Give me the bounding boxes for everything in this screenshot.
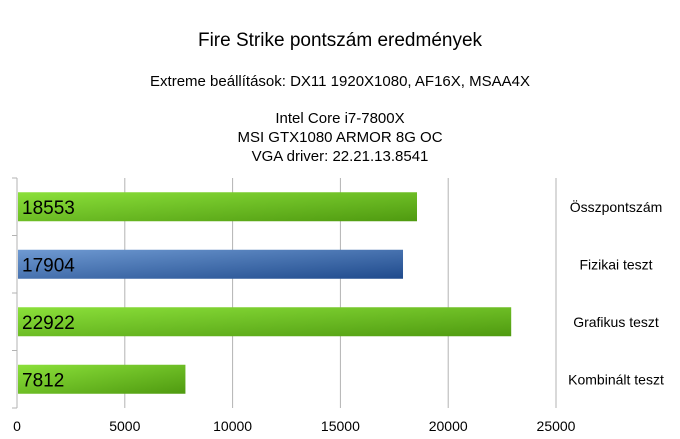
- category-label: Grafikus teszt: [573, 314, 659, 330]
- category-label: Kombinált teszt: [568, 371, 664, 387]
- info-line-gpu: MSI GTX1080 ARMOR 8G OC: [237, 129, 442, 146]
- bars: [18, 192, 512, 394]
- bar-value-label: 22922: [22, 313, 75, 334]
- info-line-cpu: Intel Core i7-7800X: [275, 110, 404, 127]
- x-axis-ticks: 0 5000 10000 15000 20000 25000: [13, 418, 576, 434]
- bar-value-label: 17904: [22, 255, 75, 276]
- x-tick-label: 20000: [429, 418, 468, 434]
- bar: [18, 307, 512, 337]
- x-tick-label: 25000: [537, 418, 576, 434]
- value-labels: 18553 17904 22922 7812: [22, 198, 75, 392]
- chart-subtitle: Extreme beállítások: DX11 1920X1080, AF1…: [150, 73, 530, 90]
- bar-value-label: 18553: [22, 198, 75, 219]
- x-tick-label: 0: [13, 418, 21, 434]
- bar: [18, 192, 418, 222]
- category-label: Összpontszám: [570, 198, 663, 215]
- bar: [18, 249, 404, 279]
- x-tick-label: 10000: [213, 418, 252, 434]
- x-tick-label: 15000: [321, 418, 360, 434]
- info-line-driver: VGA driver: 22.21.13.8541: [252, 148, 429, 165]
- x-tick-label: 5000: [109, 418, 140, 434]
- bar: [18, 364, 186, 394]
- chart-title: Fire Strike pontszám eredmények: [198, 30, 483, 51]
- category-labels: Összpontszám Fizikai teszt Grafikus teszt K…: [568, 198, 664, 388]
- category-label: Fizikai teszt: [579, 256, 652, 272]
- bar-value-label: 7812: [22, 370, 64, 391]
